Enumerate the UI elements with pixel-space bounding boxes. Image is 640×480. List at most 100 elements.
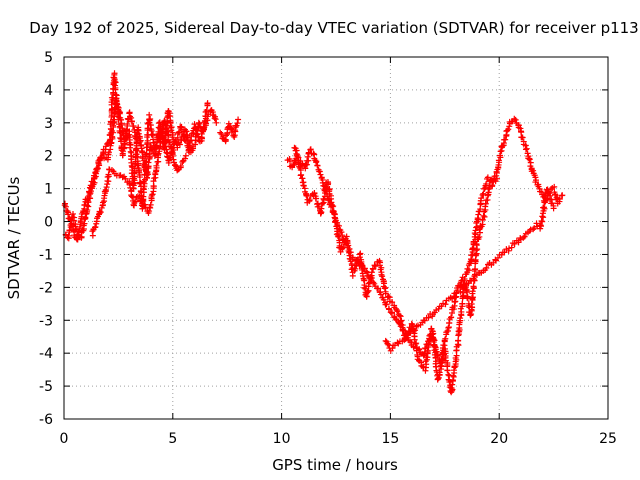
data-point (143, 158, 150, 165)
data-point (473, 247, 480, 254)
data-point (339, 245, 346, 252)
data-point (108, 126, 115, 133)
data-point (372, 263, 379, 270)
data-point (448, 314, 455, 321)
data-point (377, 291, 384, 298)
data-point (472, 265, 479, 272)
data-point (231, 127, 238, 134)
data-point (169, 134, 176, 141)
data-point (508, 244, 515, 251)
data-point (353, 257, 360, 264)
data-point (515, 239, 522, 246)
data-point (81, 201, 88, 208)
data-point (97, 209, 104, 216)
data-point (483, 180, 490, 187)
data-point (556, 195, 563, 202)
data-point (218, 130, 225, 137)
data-point (180, 133, 187, 140)
data-point (425, 314, 432, 321)
data-point (144, 137, 151, 144)
data-point (559, 192, 566, 199)
data-point (149, 132, 156, 139)
data-point (435, 374, 442, 381)
data-point (182, 155, 189, 162)
data-point (126, 110, 133, 117)
data-point (436, 369, 443, 376)
data-point (385, 341, 392, 348)
data-point (122, 175, 129, 182)
data-point (68, 223, 75, 230)
data-point (531, 224, 538, 231)
data-point (404, 331, 411, 338)
data-point (377, 266, 384, 273)
data-point (519, 134, 526, 141)
y-tick-label: 2 (44, 149, 53, 165)
data-point (363, 268, 370, 275)
data-point (397, 313, 404, 320)
data-point (217, 129, 224, 136)
data-point (469, 288, 476, 295)
data-point (132, 135, 139, 142)
data-point (150, 139, 157, 146)
data-point (339, 232, 346, 239)
data-point (142, 159, 149, 166)
data-point (126, 144, 133, 151)
data-point (451, 299, 458, 306)
data-point (469, 245, 476, 252)
data-point (480, 212, 487, 219)
data-point (511, 115, 518, 122)
data-point (470, 283, 477, 290)
data-point (223, 132, 230, 139)
data-point (412, 327, 419, 334)
data-point (179, 158, 186, 165)
data-point (75, 228, 82, 235)
data-point (419, 363, 426, 370)
data-point (157, 136, 164, 143)
data-point (70, 226, 77, 233)
data-point (442, 301, 449, 308)
data-point (150, 131, 157, 138)
data-point (89, 178, 96, 185)
data-point (450, 372, 457, 379)
y-tick-label: 0 (44, 215, 53, 231)
data-point (166, 110, 173, 117)
data-point (331, 210, 338, 217)
data-point (334, 232, 341, 239)
data-point (410, 328, 417, 335)
data-point (502, 136, 509, 143)
axis-ticks: 0 5 10 15 20 25 -6 -5 -4 -3 -2 -1 0 1 2 3 4 5 (39, 50, 617, 447)
data-point (388, 299, 395, 306)
data-point (330, 203, 337, 210)
data-point (138, 197, 145, 204)
data-point (353, 261, 360, 268)
data-point (368, 269, 375, 276)
data-point (167, 119, 174, 126)
data-point (130, 122, 137, 129)
y-tick-label: -3 (39, 313, 53, 329)
data-point (296, 163, 303, 170)
data-point (495, 254, 502, 261)
data-point (146, 208, 153, 215)
data-point (304, 153, 311, 160)
data-point (105, 171, 112, 178)
data-point (388, 310, 395, 317)
data-point (486, 182, 493, 189)
data-point (371, 262, 378, 269)
data-point (537, 222, 544, 229)
data-point (127, 184, 134, 191)
data-point (87, 182, 94, 189)
data-point (526, 156, 533, 163)
data-point (294, 154, 301, 161)
data-point (455, 328, 462, 335)
data-point (313, 158, 320, 165)
data-point (470, 294, 477, 301)
data-point (103, 184, 110, 191)
x-tick-label: 20 (490, 431, 508, 447)
data-point (166, 154, 173, 161)
data-point (467, 312, 474, 319)
data-point (91, 172, 98, 179)
data-point (542, 193, 549, 200)
data-point (460, 286, 467, 293)
data-point (343, 233, 350, 240)
data-point (306, 196, 313, 203)
